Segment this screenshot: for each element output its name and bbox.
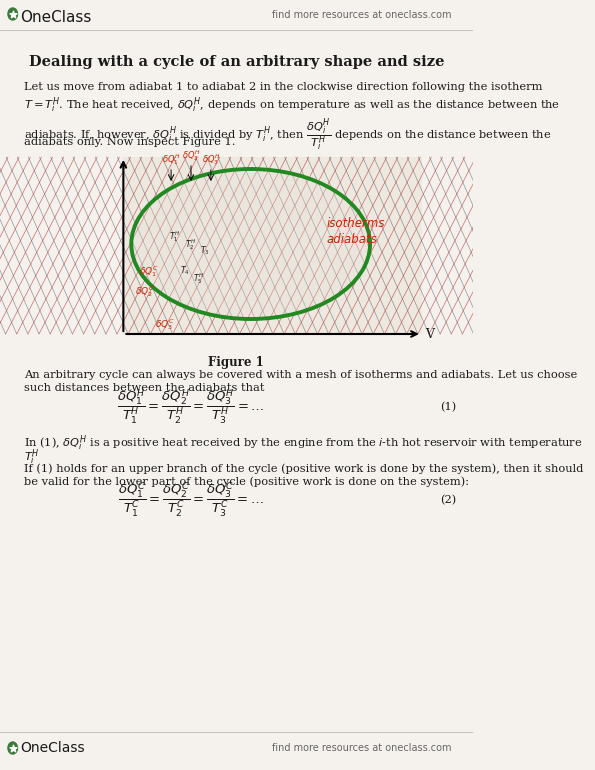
Text: In (1), $\delta Q_i^H$ is a positive heat received by the engine from the $i$-th: In (1), $\delta Q_i^H$ is a positive hea…	[24, 433, 583, 453]
Text: Let us move from adiabat 1 to adiabat 2 in the clockwise direction following the: Let us move from adiabat 1 to adiabat 2 …	[24, 82, 543, 92]
Text: $\dfrac{\delta Q_1^C}{T_1^C} = \dfrac{\delta Q_2^C}{T_2^C} = \dfrac{\delta Q_3^C: $\dfrac{\delta Q_1^C}{T_1^C} = \dfrac{\d…	[118, 480, 264, 520]
Text: find more resources at oneclass.com: find more resources at oneclass.com	[272, 10, 451, 20]
Text: $T_2^H$: $T_2^H$	[186, 237, 196, 252]
Text: $\delta Q_2^C$: $\delta Q_2^C$	[135, 284, 155, 299]
Text: Dealing with a cycle of an arbitrary shape and size: Dealing with a cycle of an arbitrary sha…	[29, 55, 444, 69]
Text: find more resources at oneclass.com: find more resources at oneclass.com	[272, 743, 451, 753]
Text: OneClass: OneClass	[20, 10, 91, 25]
FancyBboxPatch shape	[123, 157, 422, 334]
Ellipse shape	[131, 169, 370, 319]
Text: isotherms: isotherms	[326, 217, 385, 230]
Text: $T_3$: $T_3$	[201, 244, 210, 256]
Text: be valid for the lower part of the cycle (positive work is done on the system):: be valid for the lower part of the cycle…	[24, 476, 469, 487]
Text: (1): (1)	[440, 402, 456, 412]
Text: such distances between the adiabats that: such distances between the adiabats that	[24, 383, 264, 393]
Text: adiabats only. Now inspect Figure 1.: adiabats only. Now inspect Figure 1.	[24, 137, 236, 147]
Text: $\delta Q_{1}^H$: $\delta Q_{1}^H$	[162, 152, 180, 167]
Circle shape	[8, 742, 17, 754]
Text: If (1) holds for an upper branch of the cycle (positive work is done by the syst: If (1) holds for an upper branch of the …	[24, 463, 583, 474]
Text: V: V	[425, 327, 434, 340]
Text: An arbitrary cycle can always be covered with a mesh of isotherms and adiabats. : An arbitrary cycle can always be covered…	[24, 370, 577, 380]
Text: $T = T_i^H$. The heat received, $\delta Q_i^H$, depends on temperature as well a: $T = T_i^H$. The heat received, $\delta …	[24, 95, 560, 115]
Text: $\delta Q_1^C$: $\delta Q_1^C$	[139, 264, 159, 279]
Circle shape	[8, 8, 17, 20]
Text: $\dfrac{\delta Q_1^H}{T_1^H} = \dfrac{\delta Q_2^H}{T_2^H} = \dfrac{\delta Q_3^H: $\dfrac{\delta Q_1^H}{T_1^H} = \dfrac{\d…	[117, 387, 265, 427]
Text: Figure 1: Figure 1	[208, 356, 264, 369]
Text: adiabats: adiabats	[326, 233, 377, 246]
Text: $\delta Q_3^C$: $\delta Q_3^C$	[155, 317, 175, 332]
Text: $T_i^H$: $T_i^H$	[24, 447, 39, 467]
Text: $\delta Q_{3}^H$: $\delta Q_{3}^H$	[202, 152, 220, 167]
Text: $\delta Q_{2}^H$: $\delta Q_{2}^H$	[181, 148, 201, 163]
Text: $T_4$: $T_4$	[180, 264, 189, 276]
Text: $T_5^H$: $T_5^H$	[193, 271, 205, 286]
Text: $T_1^H$: $T_1^H$	[170, 229, 181, 244]
Text: adiabats. If, however, $\delta Q_i^H$ is divided by $T_i^H$, then $\dfrac{\delta: adiabats. If, however, $\delta Q_i^H$ is…	[24, 117, 551, 153]
Text: OneClass: OneClass	[20, 741, 84, 755]
Text: (2): (2)	[440, 495, 456, 505]
